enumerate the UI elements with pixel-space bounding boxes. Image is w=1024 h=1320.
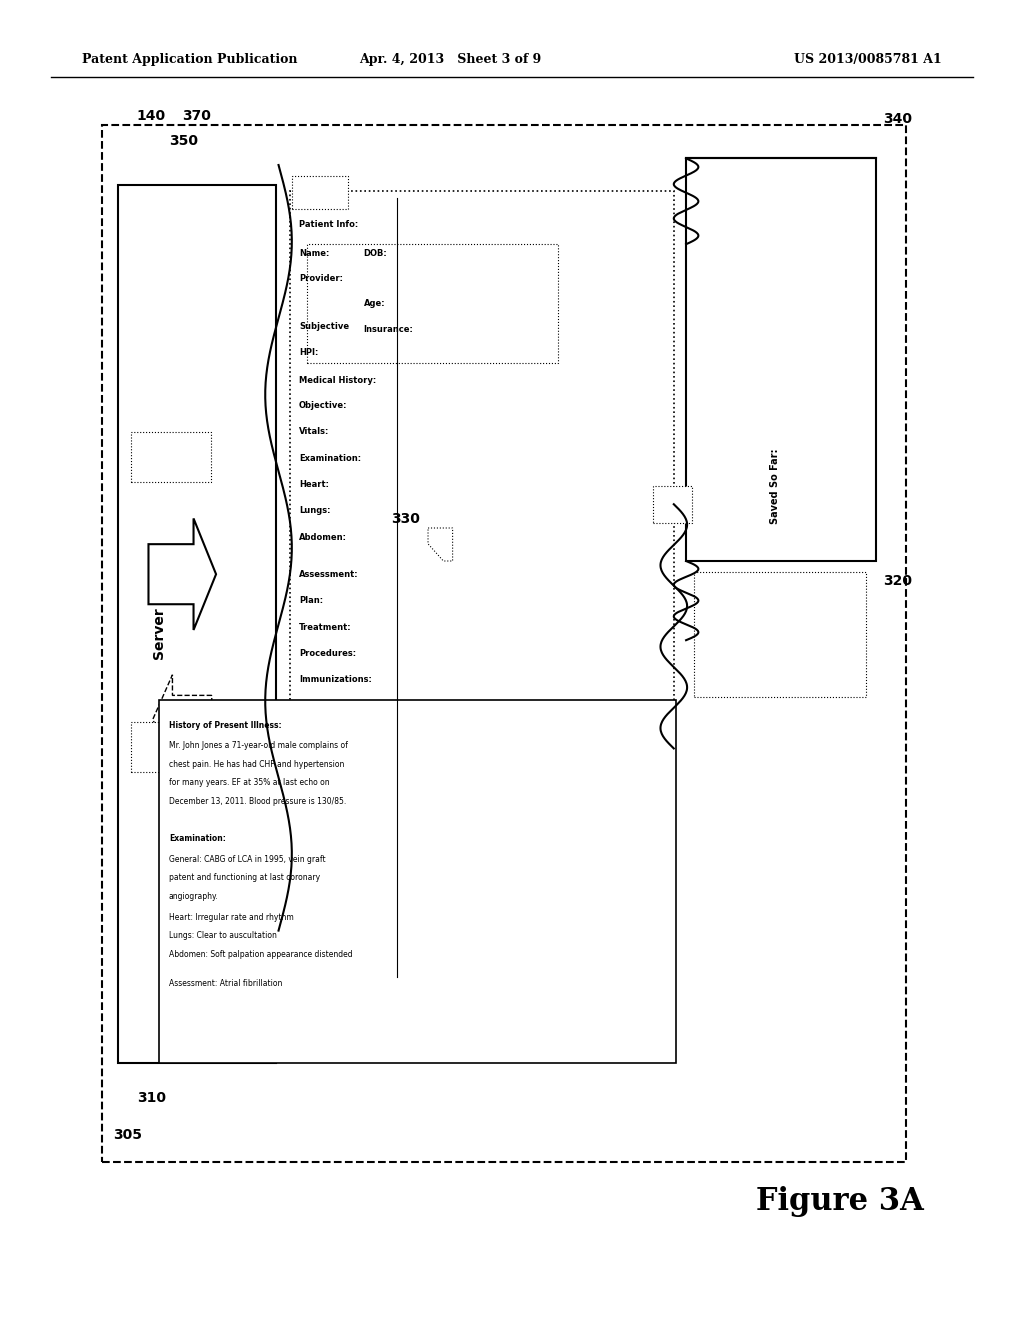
FancyBboxPatch shape [131,722,211,772]
Text: Saved So Far:: Saved So Far: [770,447,780,524]
Text: 140: 140 [136,110,165,123]
Text: Heart:: Heart: [299,480,329,488]
Text: DOB:: DOB: [364,249,387,257]
Text: 320: 320 [883,574,911,587]
Text: HPI:: HPI: [299,348,318,356]
Text: Patent Application Publication: Patent Application Publication [82,53,297,66]
FancyBboxPatch shape [118,185,276,1063]
Text: Lungs: Clear to auscultation: Lungs: Clear to auscultation [169,932,276,940]
FancyBboxPatch shape [307,244,558,363]
Text: Subjective: Subjective [299,322,349,330]
Text: December 13, 2011. Blood pressure is 130/85.: December 13, 2011. Blood pressure is 130… [169,797,346,805]
Text: Age:: Age: [364,300,385,308]
Text: 340: 340 [883,112,911,125]
Text: Abdomen: Soft palpation appearance distended: Abdomen: Soft palpation appearance diste… [169,950,352,958]
Text: patent and functioning at last coronary: patent and functioning at last coronary [169,874,321,882]
FancyBboxPatch shape [131,432,211,482]
Text: Vitals:: Vitals: [299,428,330,436]
FancyBboxPatch shape [653,486,692,523]
FancyBboxPatch shape [292,176,348,209]
Text: Assessment: Atrial fibrillation: Assessment: Atrial fibrillation [169,979,283,987]
Text: Plan:: Plan: [299,597,324,605]
Text: 370: 370 [182,110,211,123]
Text: Objective:: Objective: [299,401,347,409]
Polygon shape [153,675,212,764]
Text: Provider:: Provider: [299,275,343,282]
Text: angiography.: angiography. [169,892,219,900]
Text: Examination:: Examination: [299,454,361,462]
FancyBboxPatch shape [159,700,676,1063]
Text: 310: 310 [137,1092,166,1105]
Text: Apr. 4, 2013   Sheet 3 of 9: Apr. 4, 2013 Sheet 3 of 9 [359,53,542,66]
Text: US 2013/0085781 A1: US 2013/0085781 A1 [795,53,942,66]
Text: Insurance:: Insurance: [364,326,414,334]
Text: Figure 3A: Figure 3A [756,1185,924,1217]
Text: 330: 330 [391,512,420,525]
Text: Heart: Irregular rate and rhythm: Heart: Irregular rate and rhythm [169,913,294,921]
Text: Medical History:: Medical History: [299,376,376,384]
FancyBboxPatch shape [686,158,876,561]
Text: Procedures:: Procedures: [299,649,356,657]
Text: Treatment:: Treatment: [299,623,351,631]
Text: Mr. John Jones a 71-year-old male complains of: Mr. John Jones a 71-year-old male compla… [169,742,348,750]
Text: Immunizations:: Immunizations: [299,676,372,684]
FancyBboxPatch shape [290,191,674,983]
Text: Server: Server [152,607,166,660]
Text: Examination:: Examination: [169,834,226,842]
Text: Abdomen:: Abdomen: [299,533,347,541]
Text: History of Present Illness:: History of Present Illness: [169,722,282,730]
Text: 350: 350 [169,135,198,148]
Polygon shape [148,519,216,630]
Text: 305: 305 [113,1129,141,1142]
Text: Name:: Name: [299,249,330,257]
Text: Assessment:: Assessment: [299,570,358,578]
FancyBboxPatch shape [694,572,866,697]
Text: for many years. EF at 35% at last echo on: for many years. EF at 35% at last echo o… [169,779,330,787]
Text: Patient Info:: Patient Info: [299,220,358,228]
Polygon shape [428,528,453,561]
Text: Lungs:: Lungs: [299,507,331,515]
Text: chest pain. He has had CHF and hypertension: chest pain. He has had CHF and hypertens… [169,760,344,768]
Text: General: CABG of LCA in 1995, vein graft: General: CABG of LCA in 1995, vein graft [169,855,326,863]
